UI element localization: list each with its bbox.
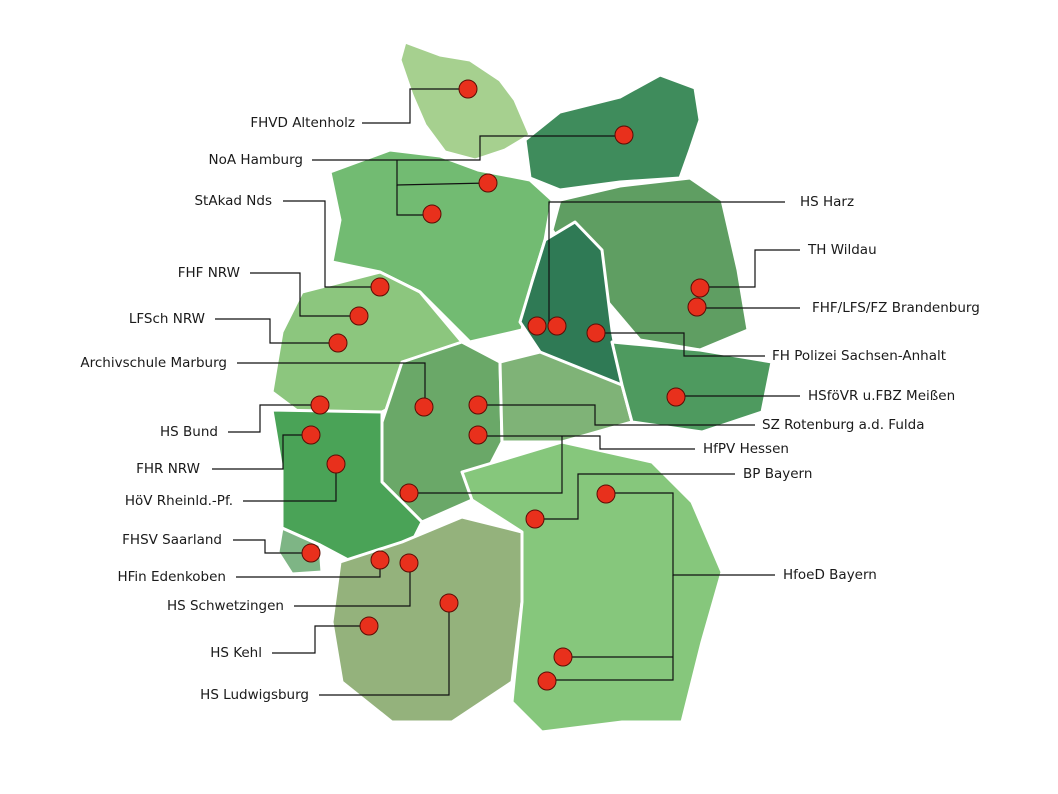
marker-hfpv-hessen[interactable] bbox=[468, 425, 488, 445]
marker-fhr-nrw[interactable] bbox=[301, 425, 321, 445]
leader-line-sz-rotenburg-a-d-fulda bbox=[478, 404, 755, 426]
marker-noa-hamburg[interactable] bbox=[614, 125, 634, 145]
leader-line-hfpv-hessen bbox=[478, 435, 695, 450]
marker-hs-bund[interactable] bbox=[310, 395, 330, 415]
leader-lines-layer bbox=[212, 88, 800, 696]
marker-sz-rotenburg-a-d-fulda[interactable] bbox=[468, 395, 488, 415]
marker-hfin-edenkoben[interactable] bbox=[370, 550, 390, 570]
marker-hs-kehl[interactable] bbox=[359, 616, 379, 636]
location-label-fhr-nrw[interactable]: FHR NRW bbox=[136, 461, 200, 477]
state-schleswig-holstein bbox=[398, 40, 532, 162]
markers-layer bbox=[301, 79, 710, 691]
marker-h-v-rheinld-pf[interactable] bbox=[326, 454, 346, 474]
leader-line-h-v-rheinld-pf bbox=[243, 464, 337, 502]
marker-hfoed-bayern[interactable] bbox=[596, 484, 616, 504]
leader-line-hfpv-hessen bbox=[409, 436, 563, 494]
location-label-hfoed-bayern[interactable]: HfoeD Bayern bbox=[783, 567, 877, 583]
location-label-fhf-nrw[interactable]: FHF NRW bbox=[178, 265, 240, 281]
leader-line-fhf-nrw bbox=[250, 272, 359, 317]
location-label-h-v-rheinld-pf[interactable]: HöV Rheinld.-Pf. bbox=[125, 493, 233, 509]
location-label-hs-harz[interactable]: HS Harz bbox=[800, 194, 854, 210]
location-label-fhf-lfs-fz-brandenburg[interactable]: FHF/LFS/FZ Brandenburg bbox=[812, 300, 980, 316]
location-label-lfsch-nrw[interactable]: LFSch NRW bbox=[129, 311, 205, 327]
location-label-hfpv-hessen[interactable]: HfPV Hessen bbox=[703, 441, 789, 457]
leader-line-th-wildau bbox=[700, 249, 800, 288]
leader-line-archivschule-marburg bbox=[237, 362, 426, 407]
leader-line-hs-kehl bbox=[272, 625, 369, 654]
marker-fhsv-saarland[interactable] bbox=[301, 543, 321, 563]
location-label-hs-bund[interactable]: HS Bund bbox=[160, 424, 218, 440]
leader-line-fhvd-altenholz bbox=[362, 88, 468, 124]
location-label-th-wildau[interactable]: TH Wildau bbox=[807, 242, 877, 258]
location-label-fh-polizei-sachsen-anhalt[interactable]: FH Polizei Sachsen-Anhalt bbox=[772, 348, 946, 364]
location-label-fhsv-saarland[interactable]: FHSV Saarland bbox=[122, 532, 222, 548]
location-label-fhvd-altenholz[interactable]: FHVD Altenholz bbox=[250, 115, 355, 131]
marker-fh-polizei-sachsen-anhalt[interactable] bbox=[586, 323, 606, 343]
leader-line-hs-bund bbox=[228, 404, 320, 433]
marker-noa-hamburg[interactable] bbox=[422, 204, 442, 224]
marker-archivschule-marburg[interactable] bbox=[414, 397, 434, 417]
marker-hsf-vr-u-fbz-mei-en[interactable] bbox=[666, 387, 686, 407]
leader-line-bp-bayern bbox=[535, 473, 735, 520]
marker-fhf-lfs-fz-brandenburg[interactable] bbox=[687, 297, 707, 317]
marker-th-wildau[interactable] bbox=[690, 278, 710, 298]
leader-line-hfoed-bayern bbox=[547, 575, 674, 681]
marker-hs-schwetzingen[interactable] bbox=[399, 553, 419, 573]
leader-line-noa-hamburg bbox=[312, 135, 624, 161]
leader-line-fh-polizei-sachsen-anhalt bbox=[596, 332, 765, 357]
marker-noa-hamburg[interactable] bbox=[478, 173, 498, 193]
location-label-stakad-nds[interactable]: StAkad Nds bbox=[194, 193, 272, 209]
labels-layer: FHVD Altenholz NoA Hamburg StAkad Nds FHF N… bbox=[80, 115, 979, 703]
marker-bp-bayern[interactable] bbox=[525, 509, 545, 529]
leader-line-hfoed-bayern bbox=[606, 492, 775, 576]
leader-line-fhr-nrw bbox=[212, 434, 311, 470]
leader-line-hs-ludwigsburg bbox=[319, 603, 450, 696]
state-sachsen bbox=[610, 340, 774, 434]
leader-line-hs-schwetzingen bbox=[294, 563, 411, 607]
leader-line-stakad-nds bbox=[283, 200, 380, 288]
marker-stakad-nds[interactable] bbox=[370, 277, 390, 297]
marker-fhvd-altenholz[interactable] bbox=[458, 79, 478, 99]
location-label-sz-rotenburg-a-d-fulda[interactable]: SZ Rotenburg a.d. Fulda bbox=[762, 417, 925, 433]
location-label-archivschule-marburg[interactable]: Archivschule Marburg bbox=[80, 355, 227, 371]
marker-fhf-nrw[interactable] bbox=[349, 306, 369, 326]
marker-hfoed-bayern[interactable] bbox=[537, 671, 557, 691]
location-label-hs-kehl[interactable]: HS Kehl bbox=[210, 645, 262, 661]
states-layer bbox=[270, 40, 774, 734]
location-label-hsf-vr-u-fbz-mei-en[interactable]: HSföVR u.FBZ Meißen bbox=[808, 388, 955, 404]
marker-hs-harz[interactable] bbox=[527, 316, 547, 336]
location-label-hs-ludwigsburg[interactable]: HS Ludwigsburg bbox=[200, 687, 309, 703]
leader-line-fhsv-saarland bbox=[233, 539, 311, 554]
marker-hfoed-bayern[interactable] bbox=[553, 647, 573, 667]
state-mecklenburg-vorpommern bbox=[523, 73, 702, 192]
marker-hs-ludwigsburg[interactable] bbox=[439, 593, 459, 613]
leader-line-hs-harz bbox=[548, 201, 785, 326]
leader-line-lfsch-nrw bbox=[215, 318, 338, 344]
marker-hfpv-hessen[interactable] bbox=[399, 483, 419, 503]
location-label-hfin-edenkoben[interactable]: HFin Edenkoben bbox=[117, 569, 226, 585]
location-label-hs-schwetzingen[interactable]: HS Schwetzingen bbox=[167, 598, 284, 614]
location-label-bp-bayern[interactable]: BP Bayern bbox=[743, 466, 812, 482]
marker-hs-harz[interactable] bbox=[547, 316, 567, 336]
location-label-noa-hamburg[interactable]: NoA Hamburg bbox=[209, 152, 303, 168]
marker-lfsch-nrw[interactable] bbox=[328, 333, 348, 353]
leader-line-noa-hamburg bbox=[396, 185, 432, 216]
